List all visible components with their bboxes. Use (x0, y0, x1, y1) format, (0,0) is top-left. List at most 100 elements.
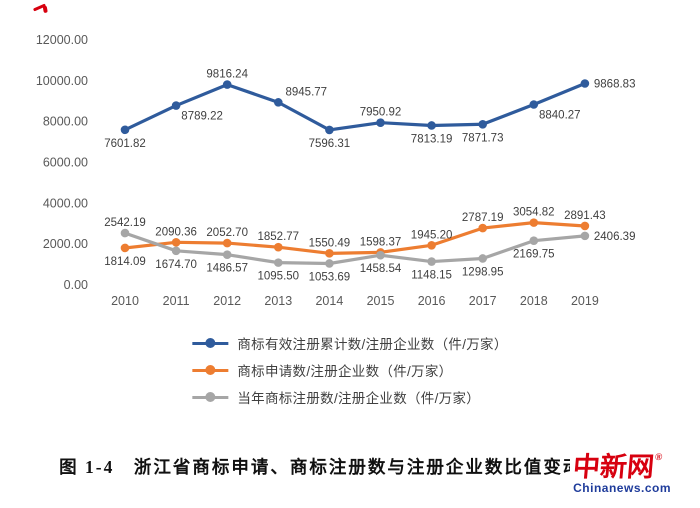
series-1-data-label: 1598.37 (360, 236, 402, 248)
series-0-line (123, 81, 587, 132)
series-2-data-label: 1148.15 (411, 270, 452, 282)
series-0-data-label: 7596.31 (309, 138, 351, 150)
series-2-marker (120, 228, 130, 238)
x-axis-tick-label: 2019 (571, 294, 599, 308)
x-axis-tick-label: 2013 (264, 294, 292, 308)
series-0-data-label: 7871.73 (462, 132, 504, 144)
series-0-data-label: 8789.22 (181, 111, 223, 123)
series-0-marker (274, 98, 283, 107)
series-2-data-label: 1486.57 (206, 263, 248, 275)
legend-dot-icon (205, 364, 216, 375)
series-0-marker (580, 79, 590, 88)
series-2-marker (376, 250, 385, 260)
series-1-data-label: 2090.36 (155, 226, 197, 238)
series-0-marker (325, 125, 334, 135)
series-1-marker (325, 249, 334, 258)
x-axis-tick-label: 2012 (213, 294, 241, 308)
legend-line-marker (192, 337, 229, 349)
legend-dot-icon (205, 337, 216, 348)
series-1-data-label: 2787.19 (462, 212, 504, 224)
figure-caption: 图 1-4 浙江省商标申请、商标注册数与注册企业数比值变动情况图 (59, 457, 641, 477)
series-1-marker (171, 238, 181, 247)
series-1-data-label: 3054.82 (513, 207, 555, 219)
series-0-data-label: 9868.83 (594, 79, 636, 91)
y-axis-tick-label: 0.00 (64, 278, 88, 292)
series-2-data-label: 2169.75 (513, 249, 555, 261)
series-2-line (123, 231, 587, 266)
legend-line-marker (192, 364, 229, 376)
series-2-marker (171, 246, 181, 256)
series-0-marker (529, 100, 539, 109)
series-2-data-label: 1053.69 (309, 271, 351, 283)
y-axis-tick-label: 2000.00 (43, 237, 88, 251)
series-1-marker (222, 238, 232, 248)
registered-mark: ® (654, 452, 663, 464)
series-2-data-label: 1095.50 (258, 271, 300, 283)
legend-label: 商标有效注册累计数/注册企业数（件/万家） (237, 337, 508, 352)
y-axis-tick-label: 8000.00 (43, 115, 88, 129)
y-axis-tick-label: 6000.00 (43, 156, 88, 170)
series-2-data-label: 2406.39 (594, 231, 636, 243)
series-2-data-label: 1298.95 (462, 266, 504, 278)
series-2-marker (274, 258, 283, 267)
series-1-marker (274, 242, 283, 252)
series-0-data-label: 9816.24 (206, 69, 248, 81)
legend-item: 当年商标注册数/注册企业数（件/万家） (192, 388, 507, 406)
series-0-data-label: 8945.77 (286, 86, 328, 98)
series-0-marker (120, 125, 130, 135)
series-2-data-label: 1674.70 (155, 259, 197, 271)
x-axis-tick-label: 2014 (315, 294, 343, 308)
series-1-marker (478, 223, 488, 233)
series-2-data-label: 2542.19 (104, 217, 146, 229)
series-1-data-label: 2891.43 (564, 210, 606, 222)
line-chart: 0.00 2000.00 4000.00 6000.00 8000.00 10000.00… (36, 33, 636, 308)
series-0-marker (376, 118, 385, 127)
series-1-data-label: 1814.09 (104, 256, 146, 268)
y-axis-tick-label: 12000.00 (36, 33, 88, 47)
x-axis-tick-label: 2015 (367, 294, 395, 308)
legend-item: 商标有效注册累计数/注册企业数（件/万家） (192, 334, 507, 352)
legend-label: 当年商标注册数/注册企业数（件/万家） (237, 391, 481, 406)
series-0-data-label: 8840.27 (539, 110, 581, 122)
series-1-marker (529, 218, 539, 227)
legend-label: 商标申请数/注册企业数（件/万家） (237, 364, 453, 379)
series-2-marker (529, 236, 539, 246)
series-0-marker (171, 101, 181, 110)
series-2-marker (478, 254, 488, 263)
x-axis-tick-label: 2010 (111, 294, 139, 308)
chart-legend: 商标有效注册累计数/注册企业数（件/万家） 商标申请数/注册企业数（件/万家） … (192, 334, 507, 406)
series-1-data-label: 1945.20 (411, 229, 453, 241)
series-1-data-label: 1550.49 (309, 237, 351, 249)
x-axis-tick-label: 2017 (469, 294, 497, 308)
series-0-marker (427, 121, 436, 130)
series-0-data-label: 7950.92 (360, 107, 402, 119)
chinanews-logo: 中新网® Chinanews.com (570, 452, 674, 496)
series-1-marker (120, 243, 130, 253)
series-0-data-label: 7813.19 (411, 133, 453, 145)
series-2-marker (580, 231, 590, 241)
logo-en-text: Chinanews.com (573, 481, 671, 496)
series-0-data-label: 7601.82 (104, 138, 146, 150)
series-1-marker (580, 221, 590, 231)
series-0-marker (222, 80, 232, 89)
series-2-marker (325, 259, 334, 268)
series-1-marker (427, 240, 436, 250)
x-axis-tick-label: 2011 (163, 294, 190, 308)
series-1-data-label: 1852.77 (258, 231, 300, 243)
logo-cn-characters: 中新网 (571, 452, 656, 483)
x-axis-tick-label: 2018 (520, 294, 548, 308)
logo-cn-text: 中新网® (571, 452, 672, 483)
y-axis-tick-label: 10000.00 (36, 74, 88, 88)
y-axis-tick-label: 4000.00 (43, 196, 88, 210)
series-2-data-label: 1458.54 (360, 263, 402, 275)
series-0-marker (478, 119, 488, 129)
series-1-data-label: 2052.70 (206, 227, 248, 239)
x-axis-tick-label: 2016 (418, 294, 446, 308)
series-2-marker (222, 250, 232, 259)
legend-item: 商标申请数/注册企业数（件/万家） (192, 361, 507, 379)
legend-line-marker (192, 391, 229, 403)
series-1-line (123, 221, 587, 255)
series-2-marker (427, 257, 436, 266)
legend-dot-icon (205, 391, 216, 402)
